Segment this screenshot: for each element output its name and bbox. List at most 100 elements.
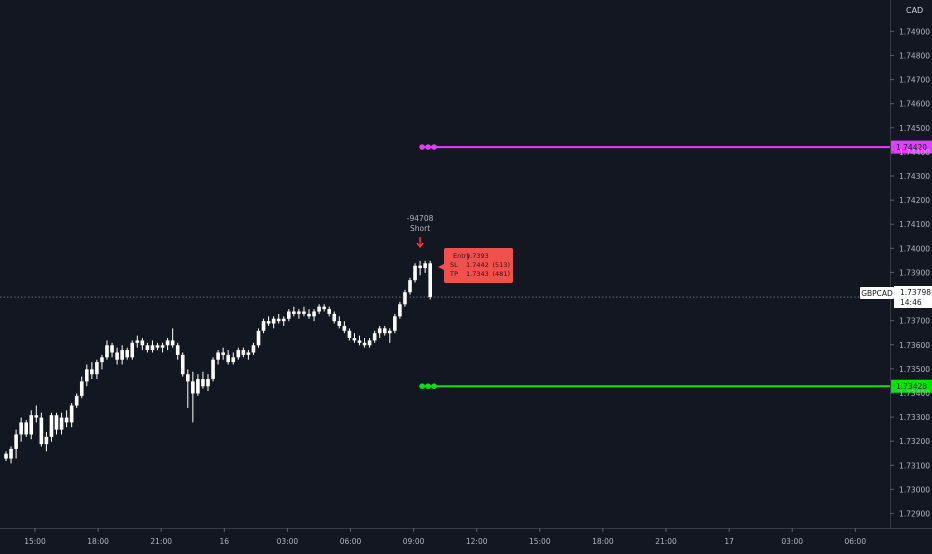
- candle-body: [211, 359, 215, 380]
- price-tick-label: 1.74500: [899, 124, 930, 133]
- price-tick-label: 1.73900: [899, 268, 930, 277]
- candle: [362, 338, 367, 348]
- candle-body: [398, 304, 402, 317]
- candle: [292, 306, 296, 317]
- candle: [155, 342, 160, 351]
- candle-body: [292, 311, 296, 314]
- signal-id: -94708: [407, 214, 434, 223]
- time-tick-label: 12:00: [466, 537, 488, 546]
- candle: [256, 328, 261, 348]
- candle: [332, 311, 337, 324]
- candle-body: [24, 422, 28, 435]
- take-profit-marker: [425, 383, 431, 390]
- candle-body: [423, 263, 427, 269]
- currency-label: CAD: [906, 6, 923, 15]
- candle: [281, 316, 286, 326]
- candle: [34, 405, 39, 423]
- price-tick-label: 1.74600: [899, 100, 930, 109]
- candle-body: [266, 321, 271, 324]
- candle-body: [79, 381, 84, 396]
- candle: [246, 350, 251, 360]
- price-tick-label: 1.74700: [899, 76, 930, 85]
- candle: [9, 446, 13, 464]
- price-tick-label: 1.73100: [899, 461, 930, 470]
- candle: [74, 393, 79, 408]
- candle: [271, 316, 276, 329]
- candle: [372, 330, 377, 343]
- price-axis[interactable]: 1.74900 1.74800 1.74700 1.74600 1.74500 1.744…: [890, 27, 930, 519]
- candle: [413, 263, 417, 283]
- candle-body: [90, 369, 94, 375]
- stop-loss-marker: [419, 144, 425, 150]
- stop-loss-marker: [431, 144, 437, 150]
- current-price-label: 1.73798: [900, 288, 931, 297]
- candle: [110, 342, 114, 358]
- candle: [327, 306, 331, 317]
- candle-body: [388, 330, 392, 334]
- candle-body: [9, 448, 13, 459]
- candle: [160, 342, 165, 353]
- candle: [211, 357, 215, 382]
- candle-body: [54, 415, 59, 430]
- candle: [231, 352, 236, 365]
- stop-loss-marker: [425, 144, 431, 150]
- candle: [352, 333, 357, 343]
- candle: [382, 325, 387, 336]
- price-tick-label: 1.74000: [899, 244, 930, 253]
- countdown-label: 14:46: [900, 298, 922, 307]
- candle: [276, 313, 281, 324]
- short-arrow-icon: [416, 237, 424, 249]
- candle: [120, 345, 124, 365]
- candle: [423, 260, 427, 273]
- candle-body: [59, 417, 64, 430]
- time-tick-label: 18:00: [87, 537, 109, 546]
- candle-body: [327, 309, 331, 314]
- candle: [4, 451, 8, 461]
- candle: [19, 417, 23, 442]
- signal-row-pips: (481): [493, 270, 510, 278]
- candle: [175, 342, 180, 360]
- price-tick-label: 1.72900: [899, 510, 930, 519]
- candle: [241, 347, 246, 358]
- candle-body: [231, 357, 236, 363]
- candle: [59, 412, 64, 435]
- candle-body: [251, 345, 256, 353]
- candle: [100, 354, 104, 370]
- candle-body: [135, 340, 140, 343]
- candle: [398, 301, 402, 319]
- candle-body: [145, 345, 150, 351]
- candle-body: [150, 345, 155, 351]
- time-tick-label: 16: [220, 537, 230, 546]
- signal-direction: Short: [410, 224, 430, 233]
- time-axis[interactable]: 15:00 18:00 21:00 16 03:00 06:00 09:00 12:00 15:…: [24, 528, 866, 546]
- candle-body: [165, 340, 170, 346]
- candle: [367, 338, 372, 348]
- candle-body: [216, 352, 220, 360]
- time-tick-label: 15:00: [529, 537, 551, 546]
- candle-body: [393, 316, 397, 331]
- candle-body: [64, 417, 69, 423]
- candle: [165, 338, 170, 351]
- candle: [186, 369, 190, 408]
- candle: [180, 352, 185, 377]
- candle-body: [307, 313, 311, 317]
- candle-body: [317, 306, 321, 312]
- candle: [130, 340, 135, 360]
- candle: [140, 338, 145, 351]
- signal-row-value: 1.7393: [466, 252, 489, 260]
- candle-body: [191, 381, 195, 394]
- price-tick-label: 1.74800: [899, 51, 930, 60]
- price-tick-label: 1.73400: [899, 389, 930, 398]
- candle: [85, 364, 89, 387]
- signal-row-label: SL: [450, 261, 458, 269]
- candle: [322, 304, 326, 312]
- candle-body: [261, 321, 266, 331]
- candle: [125, 347, 129, 360]
- price-tick-label: 1.74200: [899, 196, 930, 205]
- candle: [39, 412, 44, 447]
- symbol-badge: GBPCAD: [860, 287, 894, 299]
- candle: [150, 340, 155, 353]
